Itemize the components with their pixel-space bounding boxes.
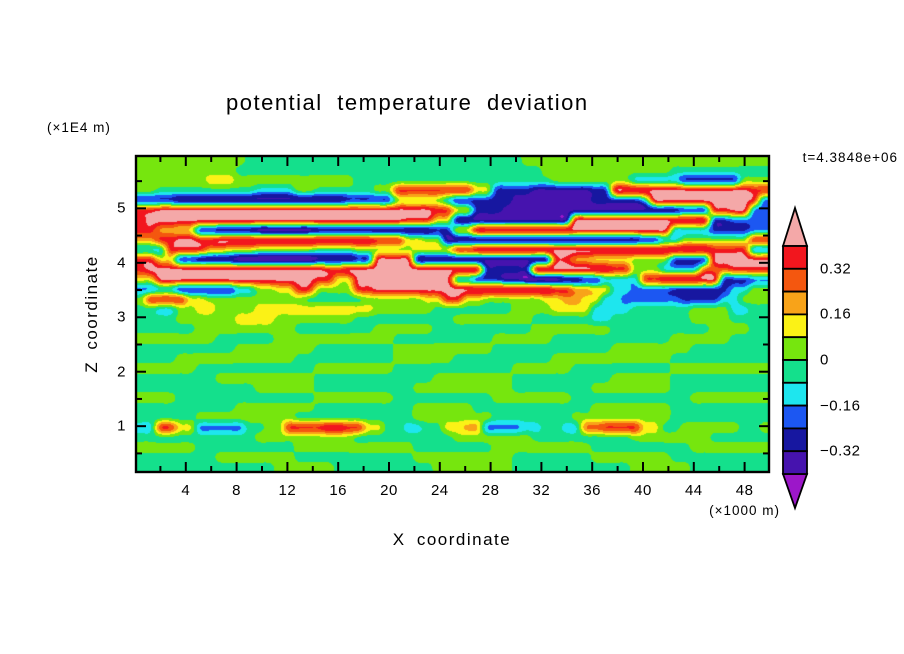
x-tick-label: 40 [634, 482, 652, 499]
x-tick-label: 4 [181, 482, 191, 499]
x-axis-title: X coordinate [392, 530, 512, 549]
x-tick-label: 16 [329, 482, 348, 499]
colorbar-tick-label: −0.32 [820, 442, 861, 460]
time-label: t=4.3848e+06 [802, 150, 898, 165]
z-axis-units-label: (×1E4 m) [47, 120, 111, 135]
x-tick-label: 8 [232, 482, 242, 499]
x-tick-label: 36 [583, 482, 602, 499]
colorbar-box [782, 245, 808, 270]
x-tick-label: 24 [430, 482, 449, 499]
x-tick-label: 48 [735, 482, 754, 499]
colorbar-box [782, 427, 808, 453]
colorbar-tick-label: 0.32 [820, 260, 852, 278]
colorbar-box [782, 290, 808, 316]
colorbar-box [782, 313, 808, 339]
x-tick-label: 28 [481, 482, 500, 499]
colorbar-box [782, 267, 808, 293]
z-tick-label: 2 [117, 363, 126, 381]
chart-title: potential temperature deviation [226, 90, 589, 115]
z-tick-label: 1 [117, 417, 126, 435]
z-tick-label: 3 [117, 308, 126, 326]
heatmap-canvas [136, 156, 769, 472]
plot-border [134, 154, 771, 474]
colorbar-box [782, 404, 808, 430]
colorbar-box [782, 450, 808, 475]
colorbar-arrow-top [781, 205, 809, 247]
colorbar-box [782, 381, 808, 407]
colorbar-box [782, 336, 808, 361]
colorbar-tick-label: −0.16 [820, 397, 861, 415]
z-tick-label: 5 [117, 199, 126, 217]
colorbar-tick-label: 0 [820, 351, 829, 369]
x-tick-label: 20 [380, 482, 398, 499]
colorbar-box [782, 359, 808, 384]
colorbar-tick-label: 0.16 [820, 305, 852, 323]
x-tick-label: 44 [684, 482, 703, 499]
x-tick-label: 12 [278, 482, 297, 499]
colorbar-arrow-bottom [781, 473, 809, 511]
x-tick-label: 32 [532, 482, 551, 499]
x-axis-units-label: (×1000 m) [709, 503, 780, 518]
z-tick-label: 4 [117, 254, 126, 272]
